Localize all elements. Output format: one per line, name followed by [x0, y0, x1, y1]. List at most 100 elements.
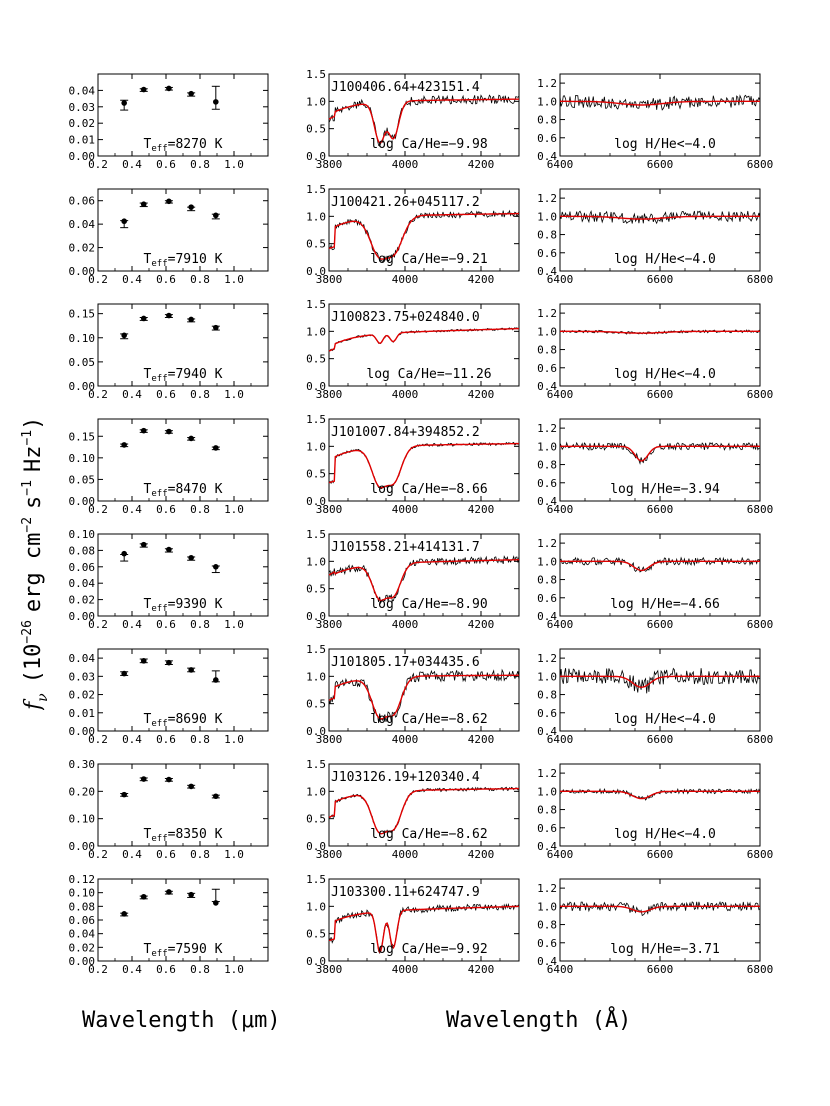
y-tick-label: 0.04	[69, 652, 96, 665]
data-point	[121, 670, 127, 677]
panel-cak-3: 3800 4000 4200 0.0 0.5 1.0 1.5 J101007.84+39485…	[306, 413, 520, 516]
y-tick-label: 0.0	[306, 840, 326, 853]
abundance-label: log H/He<−4.0	[614, 137, 716, 152]
y-tick-label: 1.2	[537, 652, 557, 665]
x-tick-label: 0.2	[88, 503, 108, 516]
x-tick-label: 1.0	[224, 503, 244, 516]
object-name: J100823.75+024840.0	[331, 310, 480, 325]
x-tick-label: 6400	[547, 503, 574, 516]
x-tick-label: 6800	[747, 388, 774, 401]
abundance-label: log Ca/He=−8.90	[370, 597, 487, 612]
abundance-label: log Ca/He=−9.98	[370, 137, 487, 152]
y-tick-label: 1.0	[537, 325, 557, 338]
abundance-label: log H/He<−4.0	[614, 252, 716, 267]
x-tick-label: 6800	[747, 963, 774, 976]
data-point	[121, 100, 127, 106]
panel-halpha-0: 6400 6600 6800 0.4 0.6 0.8 1.0 1.2 log H/He<−4.0	[537, 73, 774, 171]
y-tick-label: 0.00	[69, 495, 96, 508]
y-tick-label: 0.5	[306, 583, 326, 596]
x-tick-label: 4200	[468, 848, 495, 861]
data-point	[188, 891, 194, 898]
x-axis-label-right: Wavelength (Å)	[446, 1008, 632, 1033]
data-point	[140, 893, 147, 900]
data-point	[121, 550, 127, 557]
y-tick-label: 0.5	[306, 123, 326, 136]
data-point	[213, 564, 219, 570]
x-tick-label: 6800	[747, 848, 774, 861]
x-tick-label: 0.6	[156, 503, 176, 516]
y-tick-label: 0.8	[537, 804, 557, 817]
y-tick-label: 0.8	[537, 459, 557, 472]
y-tick-label: 0.10	[69, 528, 96, 541]
y-tick-label: 0.02	[69, 117, 96, 130]
x-tick-label: 6800	[747, 158, 774, 171]
x-tick-label: 3800	[316, 618, 343, 631]
data-point	[140, 541, 147, 548]
y-tick-label: 0.00	[69, 725, 96, 738]
x-tick-label: 6800	[747, 273, 774, 286]
y-tick-label: 1.0	[306, 785, 326, 798]
data-point	[140, 658, 147, 664]
y-tick-label: 1.2	[537, 77, 557, 90]
y-tick-label: 0.20	[69, 785, 96, 798]
ylabel-nu: ν	[35, 693, 50, 702]
x-tick-label: 6600	[647, 963, 674, 976]
y-tick-label: 0.02	[69, 242, 96, 255]
data-point	[213, 212, 219, 219]
y-tick-label: 0.08	[69, 544, 96, 557]
y-tick-label: 0.4	[537, 380, 557, 393]
data-point	[166, 776, 172, 783]
data-point	[213, 793, 219, 800]
y-tick-label: 1.2	[537, 422, 557, 435]
y-tick-label: 0.5	[306, 698, 326, 711]
y-tick-label: 0.0	[306, 725, 326, 738]
x-tick-label: 4200	[468, 618, 495, 631]
y-tick-label: 0.10	[69, 813, 96, 826]
panel-cak-1: 3800 4000 4200 0.0 0.5 1.0 1.5 J100421.26+04511…	[306, 183, 520, 286]
data-point	[166, 428, 172, 435]
data-point	[213, 99, 219, 105]
y-tick-label: 0.4	[537, 150, 557, 163]
y-tick-label: 0.0	[306, 495, 326, 508]
y-tick-label: 0.5	[306, 238, 326, 251]
observed-spectrum	[559, 900, 761, 917]
y-tick-label: 0.03	[69, 670, 96, 683]
y-tick-label: 0.4	[537, 610, 557, 623]
data-point	[188, 316, 194, 323]
x-tick-label: 0.4	[122, 733, 142, 746]
observed-spectrum	[559, 556, 761, 573]
panel-cak-6: 3800 4000 4200 0.0 0.5 1.0 1.5 J103126.19+12034…	[306, 758, 520, 861]
x-tick-label: 4000	[392, 503, 419, 516]
y-tick-label: 0.6	[537, 477, 557, 490]
x-tick-label: 0.8	[190, 388, 210, 401]
panel-cak-4: 3800 4000 4200 0.0 0.5 1.0 1.5 J101558.21+41413…	[306, 528, 520, 631]
y-tick-label: 0.6	[537, 592, 557, 605]
y-tick-label: 0.04	[69, 928, 96, 941]
data-point	[188, 783, 194, 790]
y-tick-label: 0.10	[69, 887, 96, 900]
data-point	[213, 900, 219, 906]
data-point	[166, 546, 172, 553]
y-tick-label: 0.0	[306, 380, 326, 393]
x-tick-label: 4200	[468, 503, 495, 516]
data-point	[188, 554, 194, 561]
y-tick-label: 1.5	[306, 528, 326, 541]
x-tick-label: 6600	[647, 618, 674, 631]
ylabel-s-exp: −1	[20, 480, 35, 496]
panel-halpha-7: 6400 6600 6800 0.4 0.6 0.8 1.0 1.2 log H/He=−3.7…	[537, 878, 774, 976]
x-tick-label: 1.0	[224, 158, 244, 171]
x-tick-label: 6600	[647, 273, 674, 286]
teff-label: Teff=9390 K	[144, 597, 223, 614]
y-tick-label: 0.05	[69, 356, 96, 369]
x-tick-label: 4000	[392, 848, 419, 861]
y-tick-label: 1.0	[306, 900, 326, 913]
data-point	[140, 315, 147, 322]
x-tick-label: 6800	[747, 618, 774, 631]
ylabel-scale-exp: −26	[20, 620, 35, 643]
y-tick-label: 0.8	[537, 344, 557, 357]
x-tick-label: 0.8	[190, 963, 210, 976]
y-tick-label: 0.8	[537, 689, 557, 702]
abundance-label: log Ca/He=−9.21	[370, 252, 487, 267]
y-tick-label: 0.02	[69, 941, 96, 954]
data-point	[121, 332, 127, 339]
